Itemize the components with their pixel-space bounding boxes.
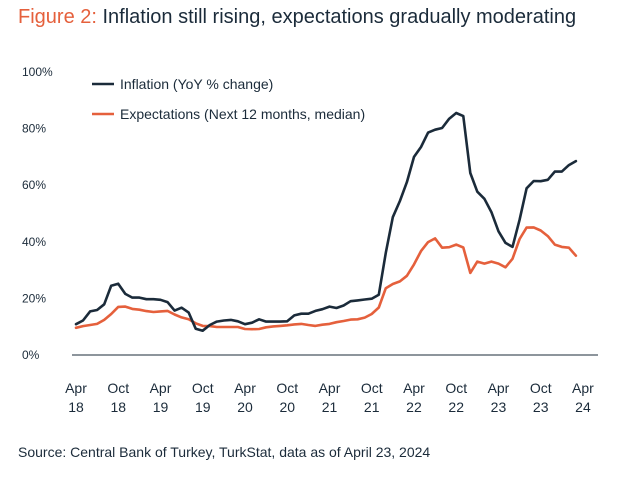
chart-title: Figure 2: Inflation still rising, expect… <box>18 6 576 29</box>
y-tick-label: 0% <box>22 348 40 362</box>
x-tick-label-year: 23 <box>533 399 549 415</box>
x-tick-label-year: 22 <box>448 399 464 415</box>
x-tick-label-year: 21 <box>364 399 380 415</box>
y-tick-label: 80% <box>22 122 46 136</box>
series-line-0 <box>74 111 578 333</box>
x-tick-label-month: Oct <box>192 380 214 396</box>
x-tick-label-year: 21 <box>322 399 338 415</box>
x-tick-label-month: Oct <box>445 380 467 396</box>
x-tick-label-year: 18 <box>68 399 84 415</box>
x-tick-label-year: 20 <box>237 399 253 415</box>
source-note: Source: Central Bank of Turkey, TurkStat… <box>18 444 431 460</box>
x-tick-label-year: 24 <box>575 399 591 415</box>
x-tick-label-month: Apr <box>572 380 594 396</box>
x-tick-label-year: 19 <box>153 399 169 415</box>
figure-number: Figure 2: <box>18 6 97 28</box>
series-line-1 <box>74 226 578 331</box>
y-tick-label: 40% <box>22 235 46 249</box>
x-tick-label-year: 20 <box>279 399 295 415</box>
x-tick-label-month: Apr <box>319 380 341 396</box>
x-tick-label-month: Apr <box>403 380 425 396</box>
series-layer <box>74 111 578 333</box>
y-tick-label: 100% <box>22 65 53 79</box>
figure-title-text: Inflation still rising, expectations gra… <box>96 6 577 28</box>
y-tick-label: 20% <box>22 291 46 305</box>
y-axis: 0% 20% 40% 60% 80% 100% <box>22 65 53 362</box>
x-tick-label-year: 18 <box>110 399 126 415</box>
x-tick-label-year: 23 <box>491 399 507 415</box>
legend: Inflation (YoY % change) Expectations (Ne… <box>92 76 365 122</box>
x-axis: Apr 18 Oct 18 Apr 19 Oct 19 Apr 20 Oct 20 Apr 21 Oct 21… <box>65 354 598 415</box>
x-tick-label-month: Apr <box>488 380 510 396</box>
x-tick-label-month: Apr <box>234 380 256 396</box>
x-tick-label-year: 22 <box>406 399 422 415</box>
x-tick-label-month: Oct <box>361 380 383 396</box>
x-tick-label-year: 19 <box>195 399 211 415</box>
legend-label-0: Inflation (YoY % change) <box>120 76 273 92</box>
x-tick-label-month: Oct <box>107 380 129 396</box>
x-tick-label-month: Oct <box>276 380 298 396</box>
legend-label-1: Expectations (Next 12 months, median) <box>120 106 365 122</box>
y-tick-label: 60% <box>22 178 46 192</box>
x-tick-label-month: Apr <box>150 380 172 396</box>
x-tick-label-month: Oct <box>530 380 552 396</box>
x-tick-label-month: Apr <box>65 380 87 396</box>
